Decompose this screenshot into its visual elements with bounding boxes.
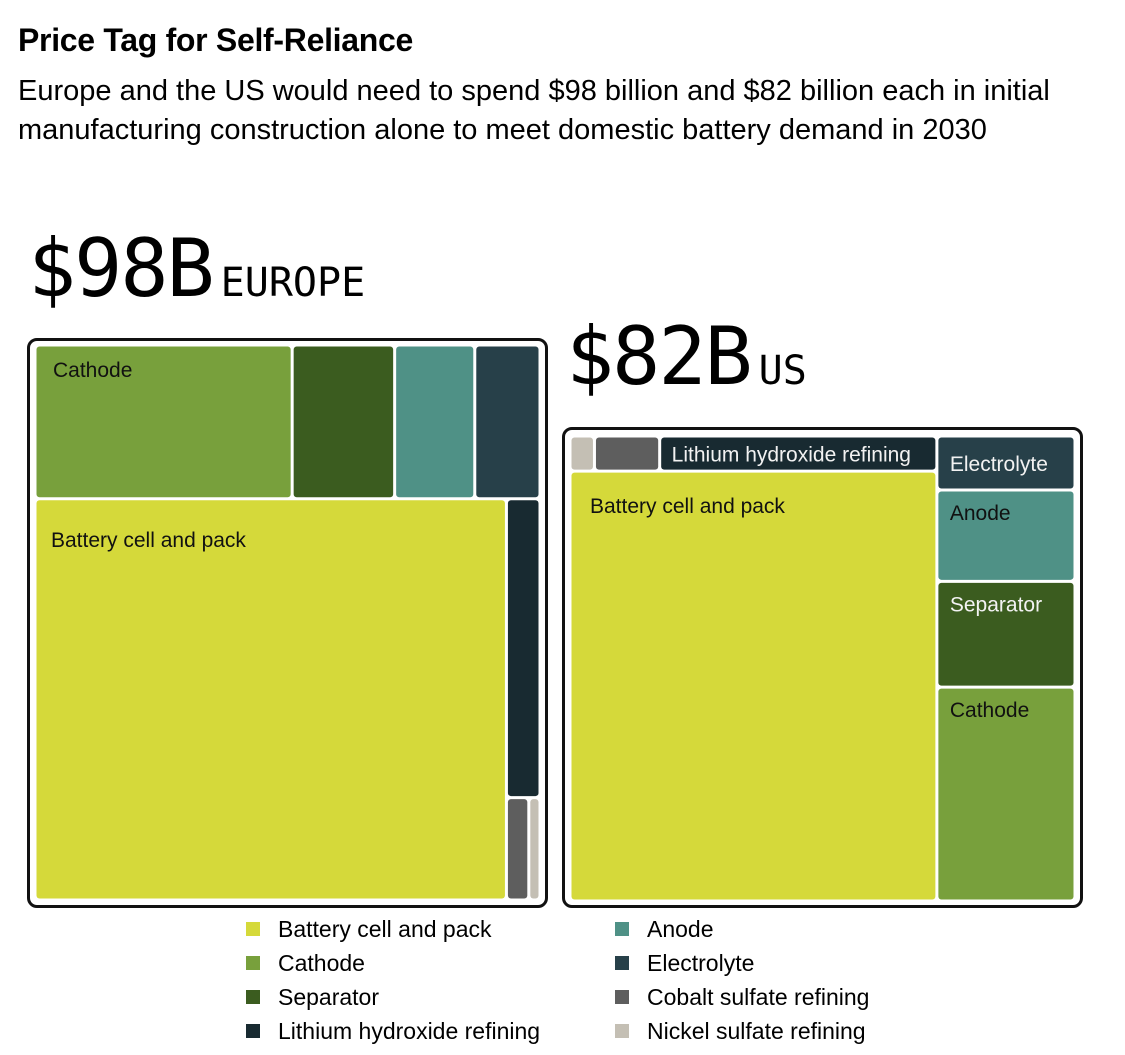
us-total: $82B [566, 310, 753, 403]
legend-item-lithium-hydroxide-refining: Lithium hydroxide refining [246, 1014, 540, 1048]
europe-segment-separator [293, 346, 394, 498]
legend-item-separator: Separator [246, 980, 540, 1014]
us-segment-electrolyte [938, 437, 1074, 489]
chart-title: Price Tag for Self-Reliance [18, 22, 413, 58]
europe-header: $98B EUROPE [28, 222, 365, 315]
legend-left: Battery cell and pack Cathode Separator Lit… [246, 912, 540, 1048]
us-label-electrolyte: Electrolyte [950, 453, 1048, 476]
legend-right: Anode Electrolyte Cobalt sulfate refining N… [615, 912, 869, 1048]
legend-label: Nickel sulfate refining [647, 1017, 866, 1044]
legend-label: Electrolyte [647, 949, 755, 976]
legend-label: Cathode [278, 949, 365, 976]
us-label-anode: Anode [950, 502, 1011, 525]
legend-swatch-cathode [246, 956, 260, 970]
europe-segment-electrolyte [476, 346, 539, 498]
europe-segment-cobalt-sulfate-refining [507, 799, 528, 899]
europe-segment-battery-cell-and-pack [36, 500, 505, 899]
legend-swatch-nickel-sulfate-refining [615, 1024, 629, 1038]
legend-label: Battery cell and pack [278, 915, 492, 942]
legend-swatch-cobalt-sulfate-refining [615, 990, 629, 1004]
europe-segment-anode [396, 346, 474, 498]
us-segment-cobalt-sulfate-refining [595, 437, 659, 470]
europe-segment-nickel-sulfate-refining [530, 799, 539, 899]
europe-segment-lithium-hydroxide-refining [507, 500, 539, 797]
europe-total: $98B [28, 222, 215, 315]
legend-item-anode: Anode [615, 912, 869, 946]
legend-swatch-lithium-hydroxide-refining [246, 1024, 260, 1038]
us-label-battery-cell-and-pack: Battery cell and pack [590, 495, 785, 518]
us-segment-anode [938, 491, 1074, 580]
us-segment-cathode [938, 688, 1074, 900]
legend-label: Cobalt sulfate refining [647, 983, 870, 1010]
legend-item-cobalt-sulfate-refining: Cobalt sulfate refining [615, 980, 869, 1014]
legend-swatch-battery-cell-and-pack [246, 922, 260, 936]
us-label-lithium-hydroxide-refining: Lithium hydroxide refining [672, 444, 911, 467]
europe-label-battery-cell-and-pack: Battery cell and pack [51, 529, 246, 552]
legend-item-nickel-sulfate-refining: Nickel sulfate refining [615, 1014, 869, 1048]
us-label-cathode: Cathode [950, 699, 1029, 722]
us-region-label: US [758, 348, 807, 394]
legend-item-cathode: Cathode [246, 946, 540, 980]
chart-subtitle: Europe and the US would need to spend $9… [18, 75, 1050, 146]
us-label-separator: Separator [950, 593, 1042, 616]
us-segment-nickel-sulfate-refining [571, 437, 593, 470]
us-segment-battery-cell-and-pack [571, 472, 936, 900]
europe-segment-cathode [36, 346, 291, 498]
legend-swatch-anode [615, 922, 629, 936]
legend-swatch-electrolyte [615, 956, 629, 970]
us-header: $82B US [566, 310, 807, 403]
legend-label: Separator [278, 983, 380, 1010]
legend-item-battery-cell-and-pack: Battery cell and pack [246, 912, 540, 946]
legend-swatch-separator [246, 990, 260, 1004]
us-segment-lithium-hydroxide-refining [661, 437, 936, 470]
legend-label: Anode [647, 915, 714, 942]
legend-label: Lithium hydroxide refining [278, 1017, 541, 1044]
europe-region-label: EUROPE [220, 260, 366, 306]
europe-label-cathode: Cathode [53, 359, 132, 382]
us-segment-separator [938, 582, 1074, 686]
legend-item-electrolyte: Electrolyte [615, 946, 869, 980]
